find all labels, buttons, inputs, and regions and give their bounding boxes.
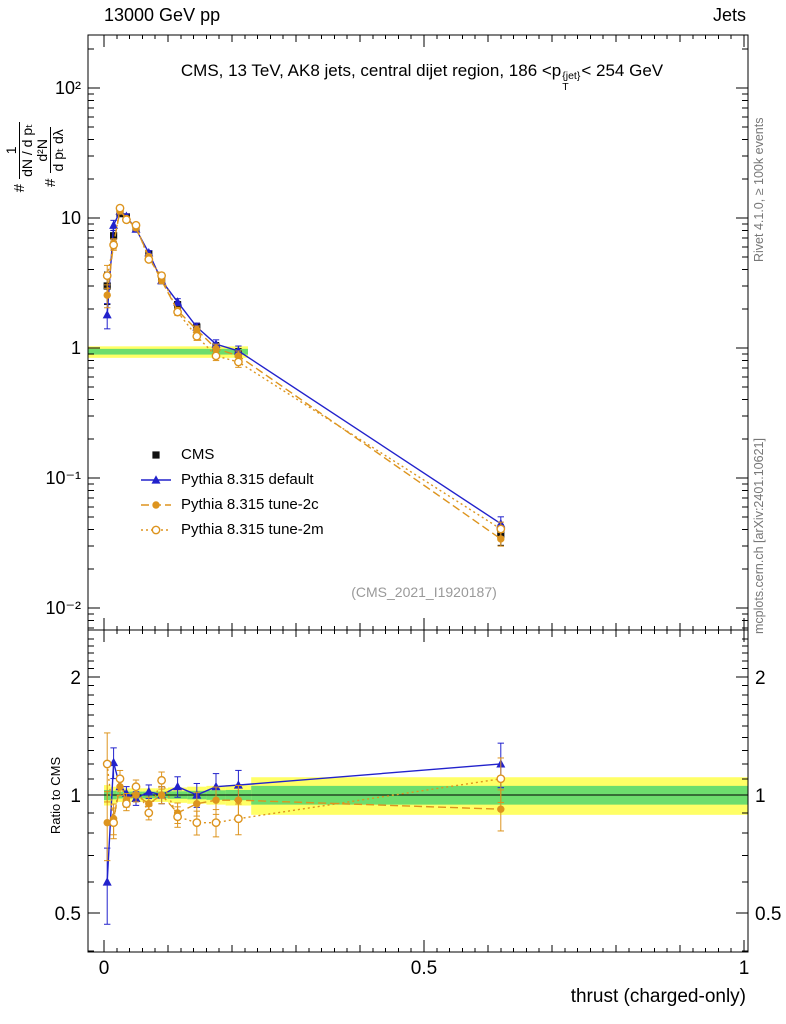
svg-text:10²: 10² [55, 78, 81, 98]
svg-text:0.5: 0.5 [755, 904, 781, 925]
legend-item-pythia-8-315-tune-2c: Pythia 8.315 tune-2c [140, 496, 324, 513]
main-panel-band-green [88, 348, 248, 355]
series-pythia-8-315-default [102, 206, 506, 925]
main-panel-frame [87, 34, 749, 631]
legend: CMS Pythia 8.315 default Pythia 8.315 tune… [140, 446, 324, 538]
ylabel-term1-fraction: 1 dN / d pₜ [3, 121, 36, 179]
svg-text:10⁻¹: 10⁻¹ [45, 468, 81, 488]
svg-text:0.5: 0.5 [411, 958, 437, 979]
legend-label: CMS [181, 446, 215, 463]
ylabel-term2-prefix: # [42, 178, 59, 187]
svg-text:1: 1 [739, 958, 750, 979]
ylabel-term2-numerator: d²N [34, 127, 51, 174]
ratio-panel-frame [87, 629, 749, 953]
legend-label: Pythia 8.315 tune-2c [181, 496, 319, 513]
circle-filled-marker-icon [141, 500, 171, 509]
svg-text:0.5: 0.5 [55, 904, 81, 925]
panel-title-post: < 254 GeV [581, 61, 664, 80]
svg-text:0: 0 [99, 958, 110, 979]
svg-text:1: 1 [71, 338, 81, 358]
legend-item-cms: CMS [140, 446, 324, 463]
x-axis-label: thrust (charged-only) [570, 986, 746, 1007]
svg-text:1: 1 [755, 786, 766, 807]
ylabel-term2-fraction: d²N d pₜ dλ [34, 127, 67, 174]
watermark: (CMS_2021_I1920187) [351, 584, 497, 600]
svg-text:2: 2 [70, 668, 81, 689]
ylabel-term2-denominator: d pₜ dλ [50, 129, 66, 172]
ylabel-term1-prefix: # [11, 183, 28, 193]
legend-label: Pythia 8.315 default [181, 471, 314, 488]
uncertainty-bands [88, 346, 748, 815]
axes [87, 34, 749, 953]
panel-title-pre: CMS, 13 TeV, AK8 jets, central dijet reg… [180, 61, 562, 80]
ylabel-term2: # d²N d pₜ dλ [34, 36, 67, 278]
beam-energy-label: 13000 GeV pp [104, 5, 221, 25]
ylabel-term1-numerator: 1 [3, 121, 20, 179]
analysis-group-label: Jets [712, 5, 746, 25]
circle-open-marker-icon [141, 525, 171, 534]
series-pythia-8-315-tune-2m [102, 203, 506, 840]
panel-title-sub: T [562, 81, 569, 94]
square-marker-icon [152, 450, 160, 459]
legend-item-pythia-8-315-tune-2m: Pythia 8.315 tune-2m [140, 521, 324, 538]
legend-item-pythia-8-315-default: Pythia 8.315 default [140, 471, 324, 488]
data-series [102, 203, 506, 925]
panel-title-supsub: {jet} T [562, 70, 581, 94]
triangle-marker-icon [141, 474, 171, 484]
rivet-credit: Rivet 4.1.0, ≥ 100k events [752, 117, 766, 262]
svg-text:10⁻²: 10⁻² [45, 598, 81, 618]
mcplots-credit: mcplots.cern.ch [arXiv:2401.10621] [752, 438, 766, 634]
legend-label: Pythia 8.315 tune-2m [181, 521, 324, 538]
svg-text:1: 1 [70, 786, 81, 807]
svg-text:10: 10 [61, 208, 81, 228]
axis-tick-labels: 0 0.5 1 10² 10 1 10⁻¹ 10⁻² 0.5 0.5 1 1 2 2 [45, 78, 781, 979]
ratio-y-axis-label: Ratio to CMS [48, 756, 63, 835]
main-y-axis-label: # 1 dN / d pₜ # d²N d pₜ dλ [3, 36, 67, 278]
panel-title-sup: {jet} [562, 70, 581, 82]
ylabel-term1: # 1 dN / d pₜ [3, 36, 36, 278]
panel-title: CMS, 13 TeV, AK8 jets, central dijet reg… [94, 61, 750, 93]
svg-text:2: 2 [755, 668, 766, 689]
